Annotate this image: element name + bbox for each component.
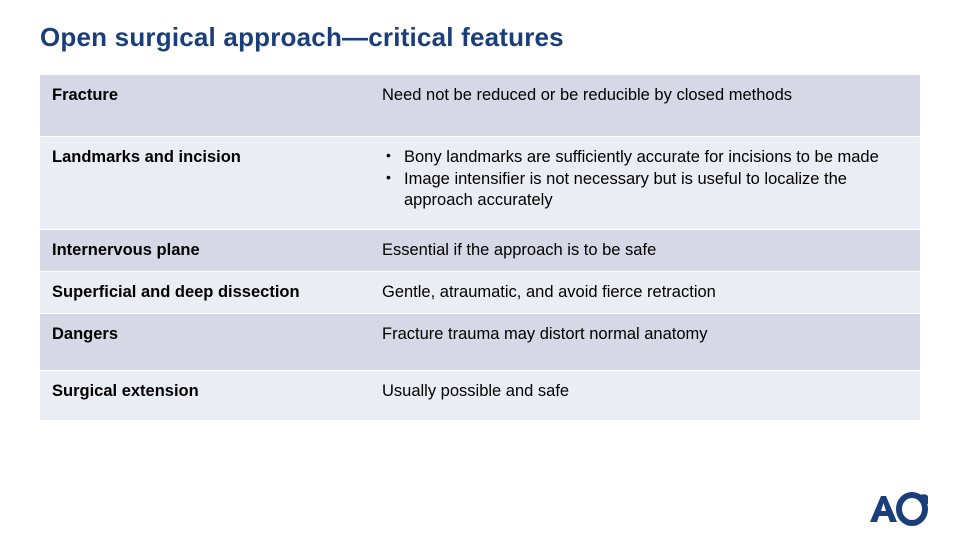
table-row: Fracture Need not be reduced or be reduc… [40, 75, 920, 136]
table-row: Surgical extension Usually possible and … [40, 371, 920, 421]
row-label: Superficial and deep dissection [40, 272, 370, 313]
row-text: Essential if the approach is to be safe [370, 230, 920, 271]
bullet-item: Bony landmarks are sufficiently accurate… [382, 147, 908, 168]
page-title: Open surgical approach—critical features [40, 22, 920, 53]
table-row: Internervous plane Essential if the appr… [40, 230, 920, 272]
table-row: Landmarks and incision Bony landmarks ar… [40, 136, 920, 230]
features-table: Fracture Need not be reduced or be reduc… [40, 75, 920, 421]
row-label: Dangers [40, 314, 370, 355]
row-text: Fracture trauma may distort normal anato… [370, 314, 920, 355]
table-row: Dangers Fracture trauma may distort norm… [40, 313, 920, 371]
row-label: Surgical extension [40, 371, 370, 412]
row-label: Internervous plane [40, 230, 370, 271]
row-bullets: Bony landmarks are sufficiently accurate… [370, 137, 920, 223]
row-text: Gentle, atraumatic, and avoid fierce ret… [370, 272, 920, 313]
row-label: Landmarks and incision [40, 137, 370, 178]
row-label: Fracture [40, 75, 370, 116]
row-text: Need not be reduced or be reducible by c… [370, 75, 920, 116]
row-text: Usually possible and safe [370, 371, 920, 412]
ao-logo [866, 492, 928, 526]
bullet-item: Image intensifier is not necessary but i… [382, 169, 908, 210]
slide: Open surgical approach—critical features… [0, 0, 960, 540]
table-row: Superficial and deep dissection Gentle, … [40, 271, 920, 313]
